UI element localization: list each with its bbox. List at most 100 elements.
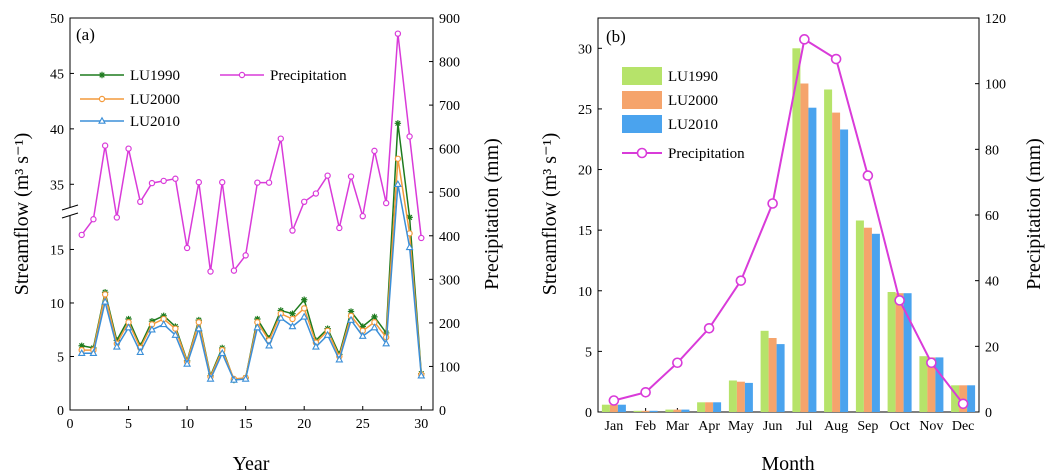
x-tick-label: Jul bbox=[796, 419, 812, 434]
data-point-lu2000 bbox=[394, 155, 402, 162]
data-point-precipitation bbox=[113, 214, 121, 221]
x-tick-label: Feb bbox=[635, 419, 656, 434]
legend-marker bbox=[238, 71, 246, 79]
x-tick-label: Jun bbox=[763, 419, 782, 434]
data-point-lu2010 bbox=[405, 242, 414, 251]
data-point-lu2010 bbox=[148, 325, 156, 333]
bar-lu2010 bbox=[840, 129, 849, 412]
bar-lu1990 bbox=[887, 292, 896, 412]
panel-label-a: (a) bbox=[76, 25, 95, 44]
bar-lu2000 bbox=[895, 293, 904, 412]
y-tick-label-right: 80 bbox=[985, 143, 999, 158]
data-point-lu1990 bbox=[160, 312, 167, 320]
panel-a: (a) 0 5 10 15 20 25 30051015354045500100200300… bbox=[11, 12, 503, 475]
y-tick-label-left: 10 bbox=[578, 285, 592, 300]
data-point-precipitation bbox=[137, 198, 144, 206]
y-tick-label-left: 5 bbox=[57, 350, 64, 365]
data-point-lu1990 bbox=[347, 308, 355, 315]
legend-marker bbox=[98, 71, 106, 79]
data-point-precipitation bbox=[735, 275, 747, 286]
y-tick-label-right: 0 bbox=[985, 406, 992, 421]
legend-label: Precipitation bbox=[270, 68, 347, 84]
legend-swatch bbox=[622, 67, 662, 85]
data-point-lu1990 bbox=[148, 317, 156, 325]
data-point-precipitation bbox=[312, 190, 320, 197]
x-tick-label: 15 bbox=[239, 417, 253, 432]
data-point-lu2010 bbox=[112, 342, 121, 350]
x-tick-label: 0 bbox=[67, 417, 74, 432]
data-point-lu1990 bbox=[78, 342, 85, 349]
data-point-lu2010 bbox=[288, 322, 297, 330]
data-point-lu2010 bbox=[159, 320, 168, 328]
data-point-lu1990 bbox=[113, 337, 121, 344]
data-point-lu2010 bbox=[230, 375, 238, 383]
y-tick-label-right: 300 bbox=[439, 273, 460, 288]
y-axis-label-right-b: Precipitation (mm) bbox=[1023, 138, 1045, 290]
y-tick-label-right: 20 bbox=[985, 340, 999, 355]
data-point-precipitation bbox=[862, 170, 874, 181]
axis-break-mask bbox=[62, 208, 78, 216]
data-point-lu2010 bbox=[382, 339, 391, 347]
bar-lu2000 bbox=[609, 404, 618, 412]
series-line-precipitation bbox=[81, 33, 423, 273]
y-tick-label-left: 5 bbox=[585, 345, 592, 360]
legend-marker bbox=[636, 147, 648, 159]
bar-lu2010 bbox=[808, 107, 817, 412]
bar-lu1990 bbox=[951, 385, 960, 412]
data-point-lu1990 bbox=[394, 120, 402, 127]
y-tick-label-right: 120 bbox=[985, 12, 1006, 27]
data-point-precipitation bbox=[207, 268, 214, 275]
data-point-lu2010 bbox=[218, 348, 227, 357]
data-point-lu1990 bbox=[406, 214, 413, 221]
data-point-lu2010 bbox=[101, 297, 110, 305]
data-point-lu1990 bbox=[125, 315, 132, 323]
data-point-lu2010 bbox=[276, 313, 285, 321]
data-point-precipitation bbox=[230, 267, 238, 274]
panel-b: (b) Jan Feb Mar Apr May Jun Jul Aug Sep Oct Nov Dec… bbox=[539, 12, 1045, 475]
x-tick-label: Dec bbox=[952, 419, 975, 434]
bar-lu2010 bbox=[713, 402, 722, 412]
data-point-lu2010 bbox=[89, 348, 98, 357]
data-point-precipitation bbox=[90, 216, 97, 223]
bar-lu2010 bbox=[967, 385, 976, 412]
series-line-precipitation bbox=[613, 37, 964, 405]
bar-lu2010 bbox=[649, 410, 658, 412]
data-point-precipitation bbox=[371, 147, 378, 155]
data-point-precipitation bbox=[195, 179, 203, 186]
data-point-precipitation bbox=[347, 173, 355, 180]
data-point-lu2010 bbox=[206, 374, 215, 382]
data-point-precipitation bbox=[767, 198, 778, 209]
bar-lu2000 bbox=[673, 409, 682, 412]
y-tick-label-right: 600 bbox=[439, 143, 460, 158]
legend-label: LU2000 bbox=[130, 92, 180, 108]
bar-lu2000 bbox=[927, 357, 936, 412]
y-tick-label-left: 25 bbox=[578, 103, 592, 118]
data-point-lu2010 bbox=[335, 355, 344, 363]
data-point-lu1990 bbox=[359, 323, 366, 330]
data-point-precipitation bbox=[242, 252, 249, 259]
y-tick-label-left: 0 bbox=[57, 404, 64, 419]
bar-lu2010 bbox=[776, 344, 785, 412]
data-point-precipitation bbox=[640, 386, 651, 398]
y-axis-label-left-a: Streamflow (m³ s⁻¹) bbox=[11, 133, 33, 296]
bar-lu2010 bbox=[903, 293, 912, 412]
bar-lu1990 bbox=[665, 409, 674, 412]
data-point-lu2010 bbox=[171, 330, 180, 338]
x-tick-label: 30 bbox=[414, 417, 428, 432]
data-point-precipitation bbox=[894, 295, 905, 306]
series-line-lu1990 bbox=[81, 123, 423, 381]
data-point-lu2010 bbox=[124, 323, 133, 331]
y-tick-label-right: 700 bbox=[439, 99, 460, 114]
data-point-lu2000 bbox=[195, 319, 203, 326]
bar-lu2000 bbox=[832, 112, 841, 412]
panel-label-b: (b) bbox=[606, 27, 626, 46]
data-point-lu2010 bbox=[241, 374, 250, 382]
x-tick-label: 25 bbox=[356, 417, 370, 432]
data-point-lu1990 bbox=[289, 310, 296, 317]
y-tick-label-left: 10 bbox=[50, 297, 64, 312]
y-tick-label-left: 0 bbox=[585, 406, 592, 421]
x-axis-label-b: Month bbox=[761, 453, 814, 475]
data-point-precipitation bbox=[382, 199, 390, 207]
y-tick-label-left: 30 bbox=[578, 42, 592, 57]
data-point-lu2010 bbox=[358, 331, 367, 339]
